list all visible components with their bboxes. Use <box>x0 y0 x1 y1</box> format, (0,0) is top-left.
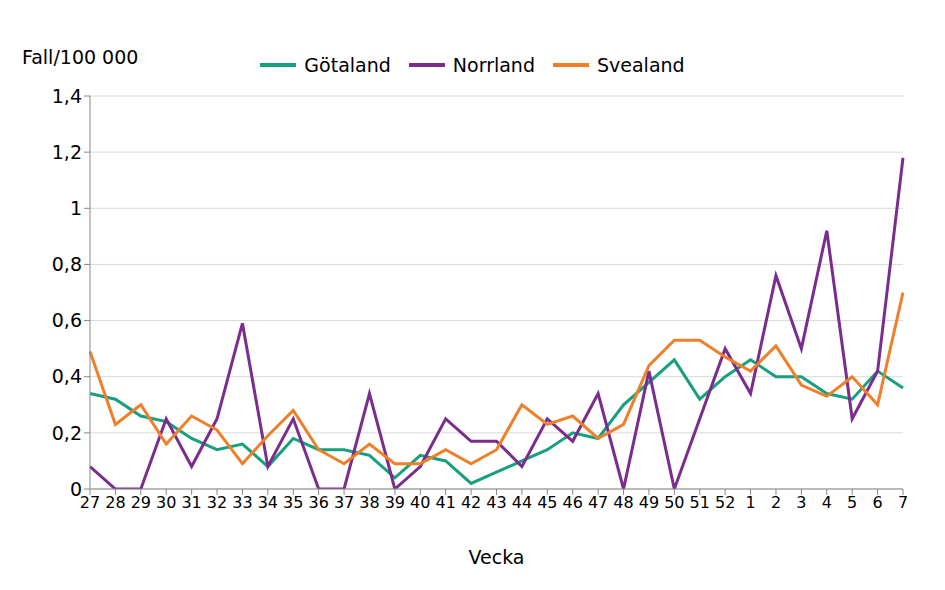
html-text:Götaland: Götaland <box>304 54 391 76</box>
svg-text:Vecka: Vecka <box>469 546 525 568</box>
svg-text:41: 41 <box>436 493 456 512</box>
svg-text:49: 49 <box>639 493 659 512</box>
html-text:Norrland: Norrland <box>452 54 535 76</box>
svg-text:39: 39 <box>385 493 405 512</box>
svg-text:37: 37 <box>334 493 354 512</box>
svg-text:42: 42 <box>461 493 481 512</box>
svg-text:4: 4 <box>822 493 832 512</box>
svg-text:27: 27 <box>80 493 100 512</box>
svg-text:44: 44 <box>512 493 532 512</box>
svg-text:0,8: 0,8 <box>52 253 82 275</box>
svg-text:28: 28 <box>105 493 125 512</box>
svg-text:0: 0 <box>70 478 82 500</box>
svg-text:40: 40 <box>410 493 430 512</box>
svg-text:46: 46 <box>563 493 583 512</box>
svg-text:30: 30 <box>156 493 176 512</box>
svg-text:33: 33 <box>232 493 252 512</box>
svg-text:1: 1 <box>70 197 82 219</box>
html-text:Svealand: Svealand <box>597 54 685 76</box>
svg-text:47: 47 <box>588 493 608 512</box>
html-text:Fall/100 000: Fall/100 000 <box>22 46 139 68</box>
svg-text:1,4: 1,4 <box>52 85 82 107</box>
svg-text:43: 43 <box>486 493 506 512</box>
svg-text:38: 38 <box>359 493 379 512</box>
svg-text:0,4: 0,4 <box>52 365 82 387</box>
svg-text:52: 52 <box>715 493 735 512</box>
svg-text:35: 35 <box>283 493 303 512</box>
svg-text:3: 3 <box>796 493 806 512</box>
svg-text:1,2: 1,2 <box>52 141 82 163</box>
svg-text:1: 1 <box>745 493 755 512</box>
svg-text:0,2: 0,2 <box>52 422 82 444</box>
svg-text:6: 6 <box>873 493 883 512</box>
svg-text:34: 34 <box>258 493 278 512</box>
svg-text:31: 31 <box>181 493 201 512</box>
svg-text:29: 29 <box>131 493 151 512</box>
svg-text:45: 45 <box>537 493 557 512</box>
svg-text:5: 5 <box>847 493 857 512</box>
svg-text:50: 50 <box>664 493 684 512</box>
svg-text:51: 51 <box>690 493 710 512</box>
svg-text:0,6: 0,6 <box>52 309 82 331</box>
svg-text:2: 2 <box>771 493 781 512</box>
svg-text:7: 7 <box>898 493 908 512</box>
svg-text:32: 32 <box>207 493 227 512</box>
svg-text:36: 36 <box>308 493 328 512</box>
svg-text:48: 48 <box>613 493 633 512</box>
